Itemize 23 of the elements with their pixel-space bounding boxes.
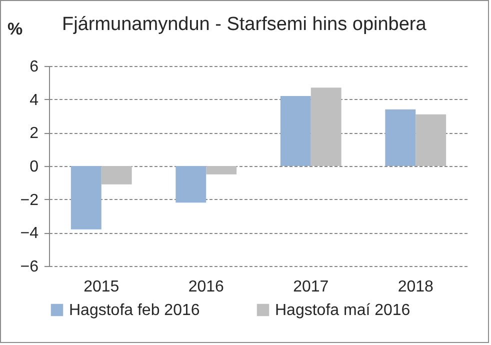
legend-label: Hagstofa feb 2016 — [69, 302, 200, 319]
bar — [176, 166, 206, 203]
y-tick-label: −4 — [20, 225, 39, 242]
y-tick-label: 6 — [30, 58, 39, 76]
bar — [310, 88, 342, 166]
legend-label: Hagstofa maí 2016 — [275, 302, 410, 319]
y-axis-title: % — [8, 20, 23, 38]
x-tick-label: 2018 — [398, 278, 434, 296]
x-tick-label: 2015 — [84, 278, 120, 296]
y-tick-label: 4 — [30, 92, 39, 109]
bar — [385, 109, 416, 166]
bar — [416, 114, 446, 166]
bar — [101, 166, 132, 184]
x-tick-label: 2016 — [188, 278, 224, 296]
x-tick-label: 2017 — [293, 278, 329, 296]
bar — [206, 166, 237, 174]
chart-title: Fjármunamyndun - Starfsemi hins opinbera — [62, 14, 427, 35]
y-tick-label: −6 — [20, 258, 39, 276]
y-tick-label: −2 — [20, 192, 39, 209]
y-tick-label: 0 — [30, 158, 39, 176]
y-tick-label: 2 — [30, 125, 39, 142]
bar — [70, 166, 102, 230]
bar — [280, 96, 311, 166]
